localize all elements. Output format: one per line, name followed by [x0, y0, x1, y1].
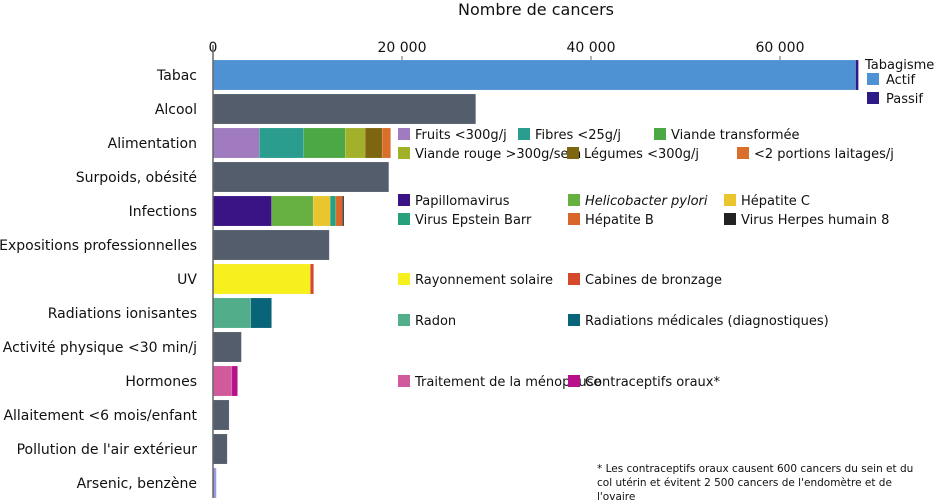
category-label: Infections: [129, 204, 197, 220]
bar-segment: [212, 59, 856, 91]
legend-swatch: [867, 92, 879, 104]
footnote-line: col utérin et évitent 2 500 cancers de l…: [597, 477, 892, 489]
legend-swatch: [568, 314, 580, 326]
bar-segment: [250, 297, 272, 329]
legend-swatch: [398, 194, 410, 206]
legend-swatch: [737, 147, 749, 159]
category-label: Expositions professionnelles: [0, 238, 197, 254]
bar-segment: [310, 263, 314, 295]
legend-label: <2 portions laitages/j: [754, 147, 894, 162]
bar-segment: [381, 127, 391, 159]
legend-label: Hépatite B: [585, 213, 654, 228]
bar-segment: [312, 195, 331, 227]
legend-label: Rayonnement solaire: [415, 273, 553, 288]
legend-swatch: [568, 213, 580, 225]
legend-label: Traitement de la ménopause: [414, 375, 601, 390]
bar-segment: [271, 195, 314, 227]
bar-segment: [212, 331, 242, 363]
bar-segment: [345, 127, 366, 159]
bar-segment: [212, 399, 230, 431]
bar-segment: [855, 59, 859, 91]
bar-segment: [212, 127, 260, 159]
legend-swatch: [654, 128, 666, 140]
legend-swatch: [567, 147, 579, 159]
chart-title: Nombre de cancers: [458, 0, 614, 19]
bar-segment: [335, 195, 343, 227]
bar-segment: [329, 195, 337, 227]
x-tick-label: 20 000: [378, 40, 427, 56]
legend-swatch: [398, 375, 410, 387]
bar-segment: [231, 365, 238, 397]
legend-label: Helicobacter pylori: [585, 194, 708, 209]
category-label: Radiations ionisantes: [48, 306, 197, 322]
legend-swatch: [398, 314, 410, 326]
bar-segment: [212, 365, 233, 397]
x-tick-label: 60 000: [756, 40, 805, 56]
legend-swatch: [568, 375, 580, 387]
legend-swatch: [867, 73, 879, 85]
category-label: Activité physique <30 min/j: [3, 340, 197, 356]
category-label: Surpoids, obésité: [76, 170, 197, 186]
bar-segment: [212, 297, 252, 329]
bar-segment: [212, 433, 228, 465]
legend-label: Viande transformée: [671, 128, 800, 143]
legend-swatch: [398, 128, 410, 140]
bar-segment: [212, 161, 390, 193]
footnote-line: l'ovaire: [597, 491, 635, 503]
legend-swatch: [568, 194, 580, 206]
x-tick-label: 40 000: [567, 40, 616, 56]
legend-label: Légumes <300g/j: [584, 147, 699, 162]
legend-label: Fibres <25g/j: [535, 128, 621, 143]
category-label: Alcool: [155, 102, 197, 118]
legend-swatch: [398, 213, 410, 225]
legend-label: Virus Herpes humain 8: [741, 213, 889, 228]
category-label: UV: [177, 272, 197, 288]
bar-segment: [212, 195, 272, 227]
bar-segment: [303, 127, 346, 159]
category-label: Hormones: [125, 374, 197, 390]
legend-label: Passif: [886, 92, 923, 107]
legend-swatch: [518, 128, 530, 140]
legend-label: Cabines de bronzage: [585, 273, 722, 288]
legend-label: Hépatite C: [741, 194, 810, 209]
legend-swatch: [398, 273, 410, 285]
bar-segment: [212, 229, 330, 261]
category-label: Tabac: [156, 68, 197, 84]
legend-label: Viande rouge >300g/sem: [415, 147, 581, 162]
bar-segment: [342, 195, 345, 227]
footnote-line: * Les contraceptifs oraux causent 600 ca…: [597, 463, 913, 475]
category-label: Allaitement <6 mois/enfant: [3, 408, 197, 424]
legend-title: Tabagisme: [864, 58, 934, 73]
category-label: Arsenic, benzène: [77, 476, 197, 492]
legend-label: Radiations médicales (diagnostiques): [585, 314, 829, 329]
bar-segment: [364, 127, 383, 159]
legend-swatch: [724, 194, 736, 206]
category-label: Alimentation: [108, 136, 197, 152]
legend-label: Virus Epstein Barr: [415, 213, 532, 228]
legend-label: Actif: [886, 73, 916, 88]
legend-label: Radon: [415, 314, 456, 329]
bar-segment: [212, 263, 311, 295]
legend-swatch: [568, 273, 580, 285]
legend-swatch: [724, 213, 736, 225]
legend-label: Papillomavirus: [415, 194, 510, 209]
bar-segment: [212, 93, 476, 125]
legend-label: Fruits <300g/j: [415, 128, 507, 143]
category-label: Pollution de l'air extérieur: [17, 442, 198, 458]
bar-segment: [259, 127, 304, 159]
legend-label: Contraceptifs oraux*: [585, 375, 720, 390]
legend-swatch: [398, 147, 410, 159]
